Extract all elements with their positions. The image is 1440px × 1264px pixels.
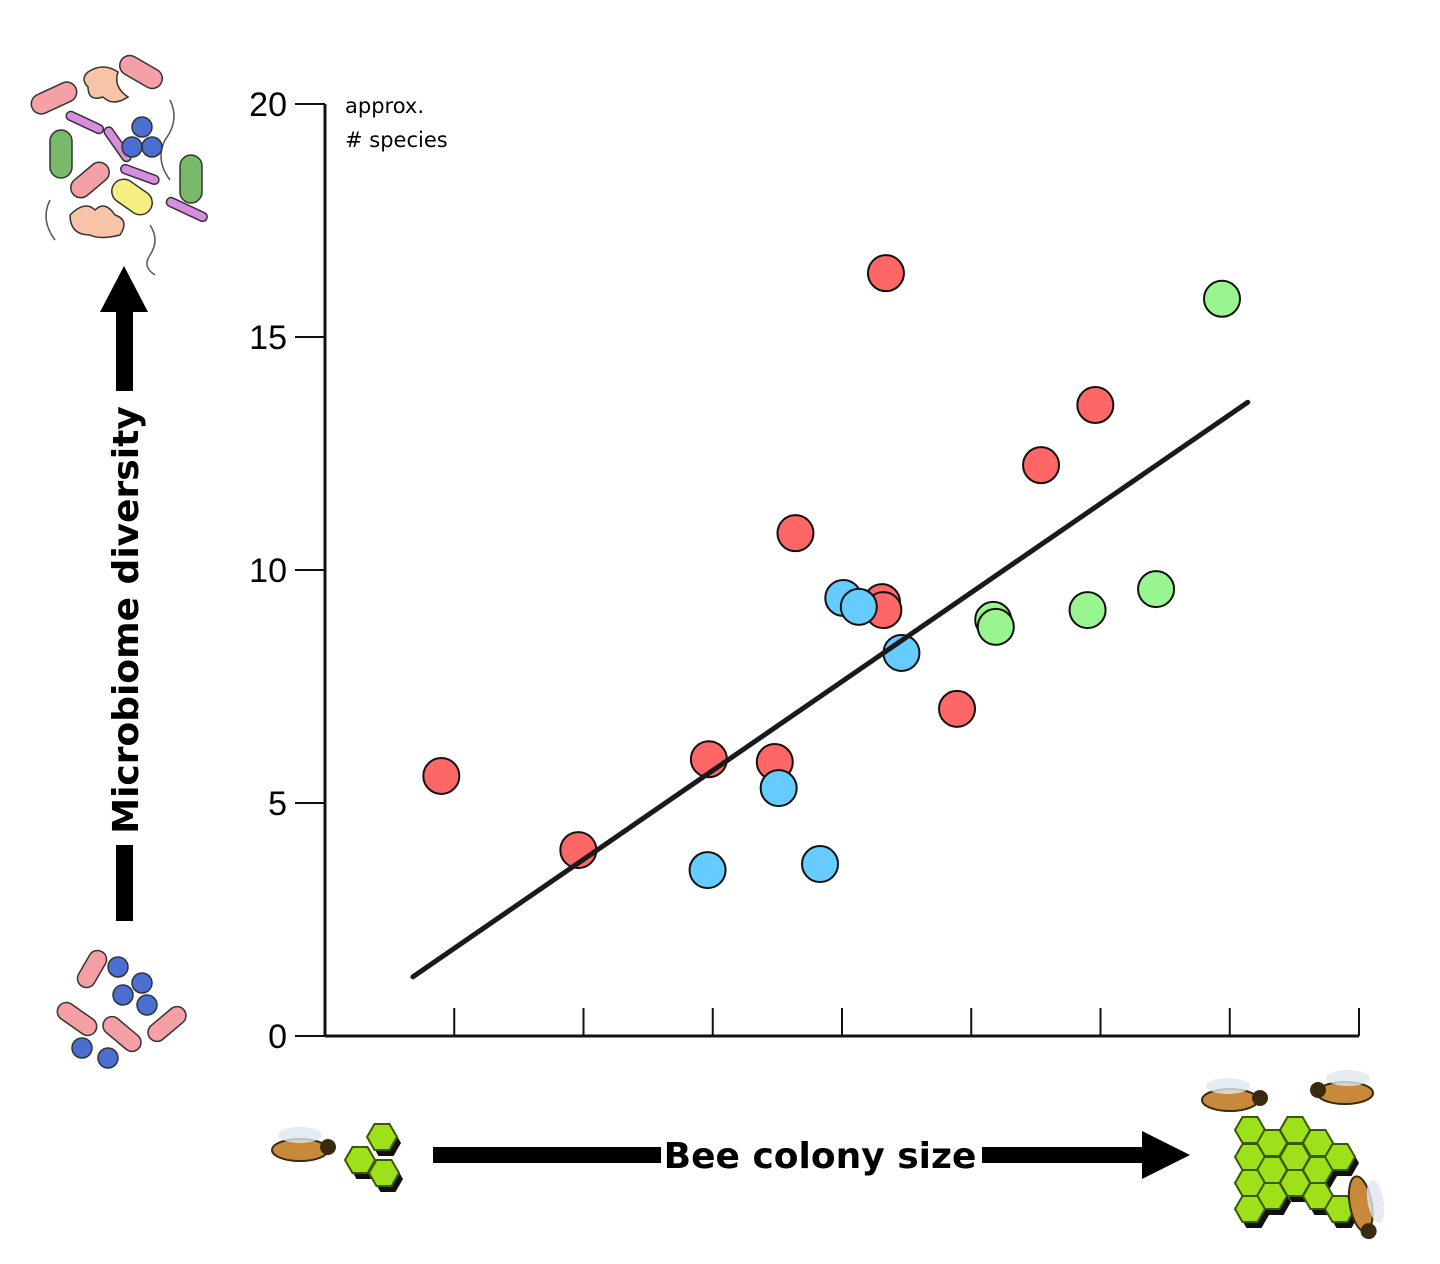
trend-line [410,399,1251,980]
y-axis-title: Microbiome diversity [106,406,147,833]
data-point [759,769,798,808]
data-point [938,689,977,728]
data-point [976,607,1015,646]
data-point [1137,570,1176,609]
y-tick-label: 10 [249,552,287,590]
honeycomb-cell [1323,1143,1357,1171]
y-arrow-head-icon [100,266,148,312]
axes: 0 5 10 15 20 [249,86,1360,1056]
data-points [422,254,1241,890]
honeycomb-cell [365,1123,399,1151]
y-unit-label-line2: # species [345,128,448,152]
bee-icon [271,1127,336,1162]
honeycomb-cell [1233,1195,1267,1223]
honeycomb-cell [367,1159,401,1187]
x-arrow-head-icon [1142,1131,1190,1179]
data-point [801,845,840,884]
x-arrow-tail [433,1147,661,1163]
honeycomb-cell [1323,1195,1357,1223]
data-point [1202,279,1241,318]
y-unit-label-line1: approx. [345,94,424,118]
x-axis-title-group: Bee colony size [433,1131,1190,1179]
y-tick-label: 0 [268,1018,287,1056]
y-arrow-shaft [116,305,133,391]
high-diversity-microbes-icon [30,54,208,276]
bee-icon [1201,1078,1268,1112]
y-tick-label: 5 [268,785,287,823]
data-point [422,756,461,795]
data-point [839,587,878,626]
data-point [866,254,905,293]
y-axis-title-group: Microbiome diversity [100,266,148,921]
y-arrow-tail [116,845,133,921]
data-point [1076,386,1115,425]
x-axis-title: Bee colony size [664,1136,977,1177]
bee-icon [1347,1175,1385,1240]
data-point [776,514,815,553]
low-diversity-microbes-icon [56,949,187,1069]
bee-icon [1310,1070,1374,1105]
data-point [1068,591,1107,630]
x-arrow-shaft [982,1147,1152,1163]
honeycomb-cell [343,1146,377,1174]
y-tick-label: 15 [249,319,287,357]
data-point [688,851,727,890]
y-tick-label: 20 [249,86,287,124]
data-point [1022,446,1061,485]
small-colony-bee-honeycomb-icon [271,1123,403,1192]
large-colony-bees-honeycomb-icon [1201,1070,1385,1240]
